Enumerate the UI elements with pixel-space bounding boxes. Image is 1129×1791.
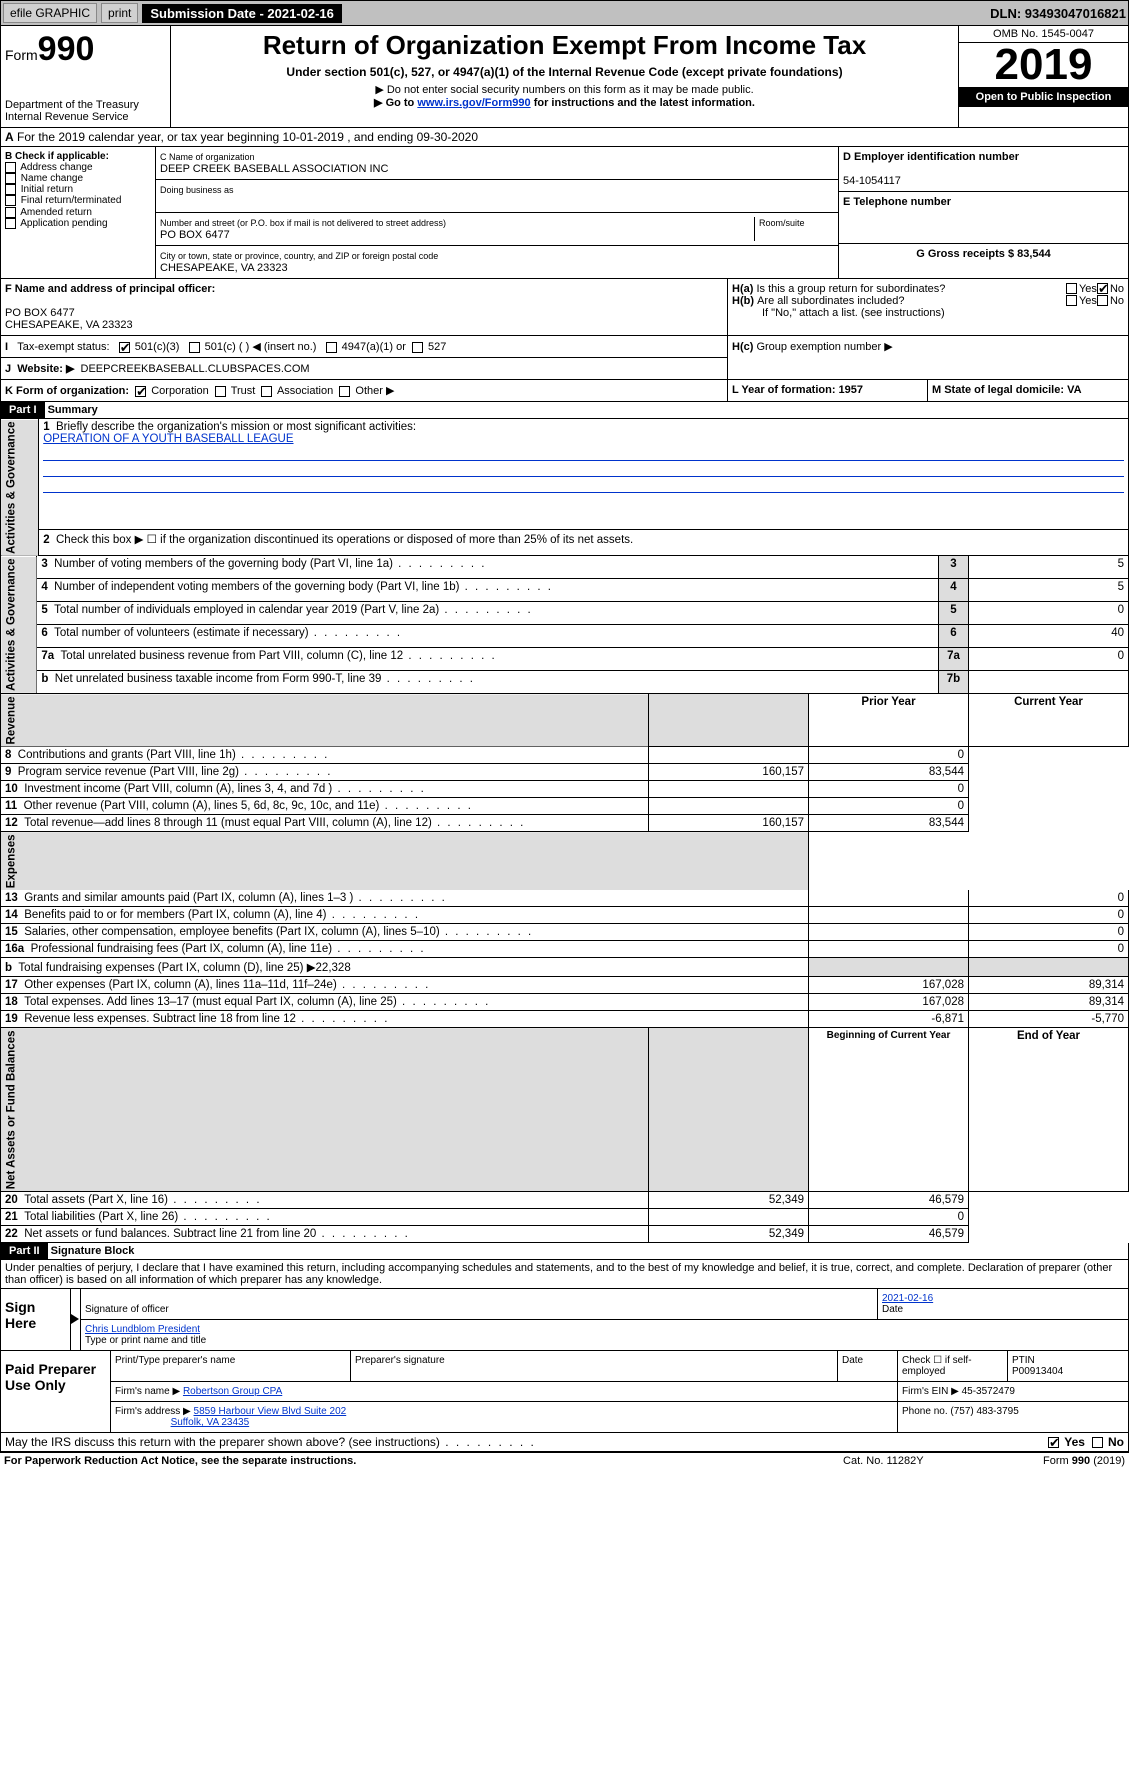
part-2-header: Part II Signature Block <box>0 1243 1129 1260</box>
row-b: b Total fundraising expenses (Part IX, c… <box>1 958 1129 977</box>
box-j: J Website: ▶ DEEPCREEKBASEBALL.CLUBSPACE… <box>1 358 727 379</box>
perjury-declaration: Under penalties of perjury, I declare th… <box>0 1260 1129 1289</box>
vlabel-net: Net Assets or Fund Balances <box>1 1028 649 1191</box>
row-14: 14 Benefits paid to or for members (Part… <box>1 907 1129 924</box>
line-a: A For the 2019 calendar year, or tax yea… <box>0 128 1129 147</box>
row-17: 17 Other expenses (Part IX, column (A), … <box>1 977 1129 994</box>
row-21: 21 Total liabilities (Part X, line 26)0 <box>1 1208 1129 1225</box>
print-button[interactable]: print <box>101 3 138 23</box>
row-12: 12 Total revenue—add lines 8 through 11 … <box>1 814 1129 831</box>
box-c-address: Number and street (or P.O. box if mail i… <box>156 213 838 246</box>
q1: 1 Briefly describe the organization's mi… <box>39 419 1129 529</box>
sign-here-block: Sign Here Signature of officer 2021-02-1… <box>0 1289 1129 1351</box>
submission-date: Submission Date - 2021-02-16 <box>142 4 342 23</box>
box-d: D Employer identification number54-10541… <box>839 147 1128 192</box>
subtitle-3: ▶ Go to www.irs.gov/Form990 for instruct… <box>179 96 950 109</box>
row-3: 3 Number of voting members of the govern… <box>1 556 1129 578</box>
paid-preparer-block: Paid Preparer Use Only Print/Type prepar… <box>0 1351 1129 1433</box>
box-e: E Telephone number <box>839 192 1128 244</box>
vlabel-expenses: Expenses <box>1 832 809 890</box>
form-version: Form 990 (2019) <box>1043 1455 1125 1467</box>
row-9: 9 Program service revenue (Part VIII, li… <box>1 763 1129 780</box>
org-info-block: B Check if applicable: Address change Na… <box>0 147 1129 279</box>
block-fhi: F Name and address of principal officer:… <box>0 279 1129 336</box>
arrow-icon <box>71 1314 79 1324</box>
exp-table: Expenses 13 Grants and similar amounts p… <box>0 832 1129 1029</box>
part-1-header: Part I Summary <box>0 402 1129 419</box>
row-16a: 16a Professional fundraising fees (Part … <box>1 941 1129 958</box>
footer: For Paperwork Reduction Act Notice, see … <box>0 1452 1129 1469</box>
discuss-row: May the IRS discuss this return with the… <box>0 1433 1129 1452</box>
row-8: 8 Contributions and grants (Part VIII, l… <box>1 746 1129 763</box>
row-5: 5 Total number of individuals employed i… <box>1 601 1129 624</box>
top-toolbar: efile GRAPHIC print Submission Date - 20… <box>0 0 1129 26</box>
box-m: M State of legal domicile: VA <box>928 380 1128 401</box>
sign-here-label: Sign Here <box>1 1289 71 1350</box>
row-20: 20 Total assets (Part X, line 16)52,3494… <box>1 1191 1129 1208</box>
box-h: H(a) Is this a group return for subordin… <box>728 279 1128 335</box>
dln: DLN: 93493047016821 <box>990 6 1126 21</box>
row-7b: b Net unrelated business taxable income … <box>1 670 1129 693</box>
summary-table: Activities & Governance 1 Briefly descri… <box>0 419 1129 556</box>
vlabel-activities: Activities & Governance <box>1 419 39 556</box>
ag-table: Activities & Governance3 Number of votin… <box>0 556 1129 693</box>
box-b: B Check if applicable: Address change Na… <box>1 147 156 278</box>
form-title: Return of Organization Exempt From Incom… <box>179 30 950 61</box>
vlabel-revenue: Revenue <box>1 694 649 746</box>
year-header: Revenue Prior Year Current Year 8 Contri… <box>0 694 1129 832</box>
row-4: 4 Number of independent voting members o… <box>1 579 1129 602</box>
q2: 2 Check this box ▶ ☐ if the organization… <box>39 529 1129 556</box>
row-10: 10 Investment income (Part VIII, column … <box>1 780 1129 797</box>
efile-button[interactable]: efile GRAPHIC <box>3 3 97 23</box>
row-7a: 7a Total unrelated business revenue from… <box>1 647 1129 670</box>
box-k: K Form of organization: Corporation Trus… <box>1 380 728 401</box>
block-ij: I Tax-exempt status: 501(c)(3) 501(c) ( … <box>0 336 1129 380</box>
row-13: 13 Grants and similar amounts paid (Part… <box>1 890 1129 907</box>
form-header: Form990 Department of the TreasuryIntern… <box>0 26 1129 128</box>
form-number: Form990 <box>5 30 166 69</box>
box-hc: H(c) Group exemption number ▶ <box>728 336 1128 379</box>
net-table: Net Assets or Fund Balances Beginning of… <box>0 1028 1129 1243</box>
dept-label: Department of the TreasuryInternal Reven… <box>5 99 166 123</box>
box-i: I Tax-exempt status: 501(c)(3) 501(c) ( … <box>1 336 727 358</box>
box-l: L Year of formation: 1957 <box>728 380 928 401</box>
row-22: 22 Net assets or fund balances. Subtract… <box>1 1225 1129 1242</box>
box-g: G Gross receipts $ 83,544 <box>839 244 1128 264</box>
block-klm: K Form of organization: Corporation Trus… <box>0 380 1129 402</box>
box-c-dba: Doing business as <box>156 180 838 213</box>
row-6: 6 Total number of volunteers (estimate i… <box>1 624 1129 647</box>
tax-year: 2019 <box>959 43 1128 87</box>
box-c-name: C Name of organizationDEEP CREEK BASEBAL… <box>156 147 838 180</box>
box-c-city: City or town, state or province, country… <box>156 246 838 278</box>
row-19: 19 Revenue less expenses. Subtract line … <box>1 1011 1129 1028</box>
subtitle-2: ▶ Do not enter social security numbers o… <box>179 83 950 96</box>
row-15: 15 Salaries, other compensation, employe… <box>1 924 1129 941</box>
paid-preparer-label: Paid Preparer Use Only <box>1 1351 111 1432</box>
row-11: 11 Other revenue (Part VIII, column (A),… <box>1 797 1129 814</box>
row-18: 18 Total expenses. Add lines 13–17 (must… <box>1 994 1129 1011</box>
subtitle-1: Under section 501(c), 527, or 4947(a)(1)… <box>179 65 950 79</box>
open-public-badge: Open to Public Inspection <box>959 87 1128 107</box>
box-f: F Name and address of principal officer:… <box>1 279 728 335</box>
instructions-link[interactable]: www.irs.gov/Form990 <box>417 97 530 109</box>
